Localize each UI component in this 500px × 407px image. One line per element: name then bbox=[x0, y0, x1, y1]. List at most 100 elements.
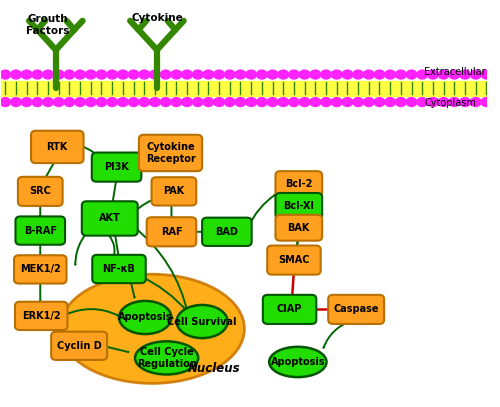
Circle shape bbox=[460, 98, 470, 107]
Circle shape bbox=[86, 98, 96, 107]
Circle shape bbox=[438, 70, 449, 79]
Circle shape bbox=[406, 98, 417, 107]
Circle shape bbox=[235, 70, 246, 79]
Text: Extracellular: Extracellular bbox=[424, 67, 486, 77]
Circle shape bbox=[406, 70, 417, 79]
Circle shape bbox=[470, 70, 481, 79]
Circle shape bbox=[246, 98, 256, 107]
Circle shape bbox=[320, 70, 332, 79]
Circle shape bbox=[96, 98, 107, 107]
Text: Bcl-XI: Bcl-XI bbox=[284, 201, 314, 211]
Circle shape bbox=[160, 98, 171, 107]
FancyBboxPatch shape bbox=[152, 177, 196, 206]
Circle shape bbox=[267, 70, 278, 79]
Circle shape bbox=[449, 98, 460, 107]
FancyBboxPatch shape bbox=[263, 295, 316, 324]
Text: Nucleus: Nucleus bbox=[188, 362, 240, 375]
Ellipse shape bbox=[269, 347, 326, 377]
FancyBboxPatch shape bbox=[267, 245, 320, 275]
Text: PAK: PAK bbox=[164, 186, 184, 196]
Circle shape bbox=[107, 70, 118, 79]
FancyBboxPatch shape bbox=[51, 332, 107, 360]
Circle shape bbox=[417, 98, 428, 107]
Circle shape bbox=[10, 70, 22, 79]
Circle shape bbox=[470, 98, 481, 107]
Text: Cytokine
Receptor: Cytokine Receptor bbox=[146, 142, 196, 164]
Text: NF-κB: NF-κB bbox=[102, 264, 136, 274]
Circle shape bbox=[310, 98, 320, 107]
Text: MEK1/2: MEK1/2 bbox=[20, 265, 60, 274]
FancyBboxPatch shape bbox=[92, 153, 142, 182]
Circle shape bbox=[86, 70, 96, 79]
Circle shape bbox=[182, 70, 192, 79]
Circle shape bbox=[310, 70, 320, 79]
Circle shape bbox=[96, 70, 107, 79]
Circle shape bbox=[32, 98, 42, 107]
Circle shape bbox=[22, 70, 32, 79]
Text: SRC: SRC bbox=[30, 186, 51, 196]
FancyBboxPatch shape bbox=[18, 177, 62, 206]
Ellipse shape bbox=[119, 301, 172, 334]
Text: ERK1/2: ERK1/2 bbox=[22, 311, 60, 321]
Circle shape bbox=[139, 70, 149, 79]
Circle shape bbox=[288, 98, 300, 107]
Circle shape bbox=[352, 70, 364, 79]
Circle shape bbox=[203, 98, 214, 107]
Circle shape bbox=[171, 70, 181, 79]
Circle shape bbox=[64, 98, 75, 107]
Circle shape bbox=[342, 98, 352, 107]
Circle shape bbox=[203, 70, 214, 79]
Circle shape bbox=[417, 70, 428, 79]
FancyBboxPatch shape bbox=[202, 218, 252, 246]
Circle shape bbox=[449, 70, 460, 79]
FancyBboxPatch shape bbox=[82, 201, 138, 236]
Ellipse shape bbox=[60, 274, 244, 383]
FancyBboxPatch shape bbox=[276, 171, 322, 197]
Circle shape bbox=[396, 70, 406, 79]
FancyBboxPatch shape bbox=[92, 255, 146, 283]
Circle shape bbox=[54, 98, 64, 107]
Circle shape bbox=[428, 70, 438, 79]
Text: Apoptosis: Apoptosis bbox=[270, 357, 325, 367]
FancyBboxPatch shape bbox=[276, 193, 322, 219]
Circle shape bbox=[128, 98, 139, 107]
Circle shape bbox=[150, 98, 160, 107]
FancyBboxPatch shape bbox=[31, 131, 84, 163]
Circle shape bbox=[42, 98, 54, 107]
Circle shape bbox=[481, 70, 492, 79]
Circle shape bbox=[224, 70, 235, 79]
Circle shape bbox=[10, 98, 22, 107]
Circle shape bbox=[256, 70, 267, 79]
FancyBboxPatch shape bbox=[16, 217, 65, 245]
Text: BAK: BAK bbox=[288, 223, 310, 233]
Text: SMAC: SMAC bbox=[278, 255, 310, 265]
Circle shape bbox=[128, 70, 139, 79]
Circle shape bbox=[364, 98, 374, 107]
Circle shape bbox=[160, 70, 171, 79]
Circle shape bbox=[374, 98, 385, 107]
Ellipse shape bbox=[135, 341, 198, 374]
Circle shape bbox=[214, 98, 224, 107]
Text: RAF: RAF bbox=[160, 227, 182, 237]
Bar bbox=[2, 81, 488, 96]
Circle shape bbox=[278, 70, 288, 79]
Circle shape bbox=[224, 98, 235, 107]
Circle shape bbox=[0, 98, 10, 107]
Circle shape bbox=[364, 70, 374, 79]
Text: AKT: AKT bbox=[99, 213, 120, 223]
Circle shape bbox=[139, 98, 149, 107]
Text: Cytokine: Cytokine bbox=[131, 13, 183, 23]
FancyBboxPatch shape bbox=[139, 135, 202, 171]
Circle shape bbox=[64, 70, 75, 79]
Circle shape bbox=[396, 98, 406, 107]
Circle shape bbox=[54, 70, 64, 79]
Circle shape bbox=[352, 98, 364, 107]
FancyBboxPatch shape bbox=[276, 215, 322, 241]
Circle shape bbox=[192, 98, 203, 107]
Ellipse shape bbox=[176, 305, 228, 338]
Circle shape bbox=[42, 70, 54, 79]
Text: CIAP: CIAP bbox=[277, 304, 302, 314]
Circle shape bbox=[385, 70, 396, 79]
Circle shape bbox=[32, 70, 42, 79]
Circle shape bbox=[192, 70, 203, 79]
